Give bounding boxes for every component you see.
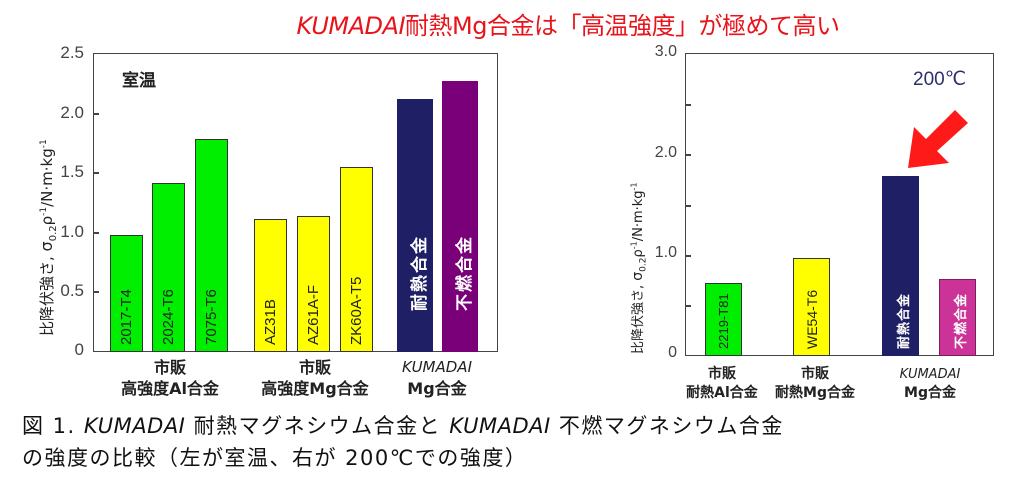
bar-label: AZ61A-F [304, 284, 322, 345]
headline: KUMADAI耐熱Mg合金は「高温強度」が極めて高い [218, 6, 918, 41]
y-tick [93, 232, 99, 234]
caption-brand: KUMADAI [83, 414, 186, 438]
bar-label: 2219-T81 [715, 293, 731, 349]
bar-AZ61A-F: AZ61A-F [297, 216, 330, 352]
y-tick-label: 2.0 [60, 103, 84, 122]
y-tick [685, 305, 691, 307]
group-line1: 市販 [298, 358, 331, 377]
bar-label: 不燃合金 [952, 292, 968, 349]
caption-text: 不燃マグネシウム合金 [550, 414, 784, 438]
y-tick-label: 0 [74, 340, 84, 359]
bar-WE54-T6: WE54-T6 [793, 258, 830, 356]
right-group-kumadai: KUMADAI Mg合金 [880, 365, 980, 403]
group-line1: 市販 [153, 358, 186, 377]
bar-label: 2024-T6 [159, 289, 177, 345]
bar-heat-resistant-alloy: 耐熱合金 [882, 176, 919, 356]
y-tick-label: 2.0 [654, 144, 677, 161]
figure-caption: 図 1. KUMADAI 耐熱マグネシウム合金と KUMADAI 不燃マグネシウ… [22, 410, 784, 474]
ylabel-sigma: σ [630, 271, 646, 281]
caption-line-2: の強度の比較（左が室温、右が 200℃での強度） [22, 446, 528, 470]
bar-ZK60A-T5: ZK60A-T5 [340, 167, 373, 352]
bar-7075-T6: 7075-T6 [195, 139, 228, 352]
left-chart-title: 室温 [122, 71, 156, 91]
group-line2: Mg合金 [904, 385, 956, 401]
group-line2: 耐熱Al合金 [686, 385, 758, 401]
y-tick [685, 205, 691, 207]
left-group-kumadai: KUMADAI Mg合金 [387, 357, 487, 399]
group-line2: 高強度Al合金 [121, 379, 219, 398]
group-line2: Mg合金 [407, 379, 467, 398]
bar-label: WE54-T6 [803, 289, 820, 349]
y-tick [93, 113, 99, 115]
bar-heat-resistant-alloy: 耐熱合金 [397, 99, 433, 352]
bar-nonflammable-alloy: 不燃合金 [939, 279, 976, 356]
group-line1: KUMADAI [402, 358, 472, 376]
y-tick-label: 2.5 [60, 43, 84, 62]
ylabel-sup: -1 [39, 139, 49, 149]
group-line1: KUMADAI [899, 367, 961, 382]
ylabel-sup: -1 [629, 182, 639, 191]
caption-prefix: 図 1. [22, 414, 84, 438]
caption-brand: KUMADAI [449, 414, 551, 438]
bar-label: 2017-T4 [117, 289, 135, 345]
y-tick-label: 1.0 [60, 222, 84, 241]
right-group-mg: 市販 耐熱Mg合金 [765, 365, 865, 403]
y-tick [93, 172, 99, 174]
y-tick-label: 0 [668, 344, 677, 361]
ylabel-sup: -1 [39, 206, 49, 216]
right-group-al: 市販 耐熱Al合金 [672, 365, 772, 403]
bar-AZ31B: AZ31B [254, 219, 287, 352]
group-line1: 市販 [801, 366, 829, 382]
y-tick [685, 104, 691, 106]
red-arrow-icon [908, 110, 968, 168]
left-plot-area [93, 53, 498, 352]
y-tick-label: 0.5 [60, 281, 84, 300]
left-group-mg: 市販 高強度Mg合金 [245, 357, 385, 399]
y-tick-label: 1.5 [60, 162, 84, 181]
caption-line-1: 図 1. KUMADAI 耐熱マグネシウム合金と KUMADAI 不燃マグネシウ… [22, 410, 784, 442]
y-tick [685, 154, 691, 156]
bar-label: 7075-T6 [202, 289, 220, 345]
left-group-al: 市販 高強度Al合金 [100, 357, 240, 399]
group-line2: 耐熱Mg合金 [775, 385, 855, 401]
right-y-axis-label: 比降伏強さ, σ0.2ρ-1/N·m·kg-1 [627, 182, 649, 354]
bar-label: ZK60A-T5 [347, 276, 365, 345]
y-tick [685, 255, 691, 257]
bar-2219-T81: 2219-T81 [705, 283, 742, 356]
right-plot-area [685, 53, 994, 356]
y-tick-label: 1.0 [654, 244, 677, 261]
caption-text: 耐熱マグネシウム合金と [185, 414, 450, 438]
headline-brand: KUMADAI [296, 12, 406, 40]
bar-label: 耐熱合金 [410, 235, 429, 311]
y-tick-label: 3.0 [654, 43, 677, 60]
y-tick [93, 291, 99, 293]
ylabel-sigma: σ [37, 241, 56, 252]
right-chart-title: 200℃ [913, 69, 967, 90]
bar-label: 耐熱合金 [895, 292, 911, 349]
group-line2: 高強度Mg合金 [261, 379, 369, 398]
bar-2017-T4: 2017-T4 [110, 235, 143, 352]
headline-text: 耐熱Mg合金は「高温強度」が極めて高い [405, 12, 840, 40]
ylabel-unit: /N·m·kg [631, 190, 646, 242]
bar-label: AZ31B [261, 299, 279, 345]
bar-2024-T6: 2024-T6 [152, 183, 185, 352]
bar-nonflammable-alloy: 不燃合金 [442, 81, 478, 352]
bar-label: 不燃合金 [455, 235, 474, 311]
group-line1: 市販 [708, 366, 736, 382]
